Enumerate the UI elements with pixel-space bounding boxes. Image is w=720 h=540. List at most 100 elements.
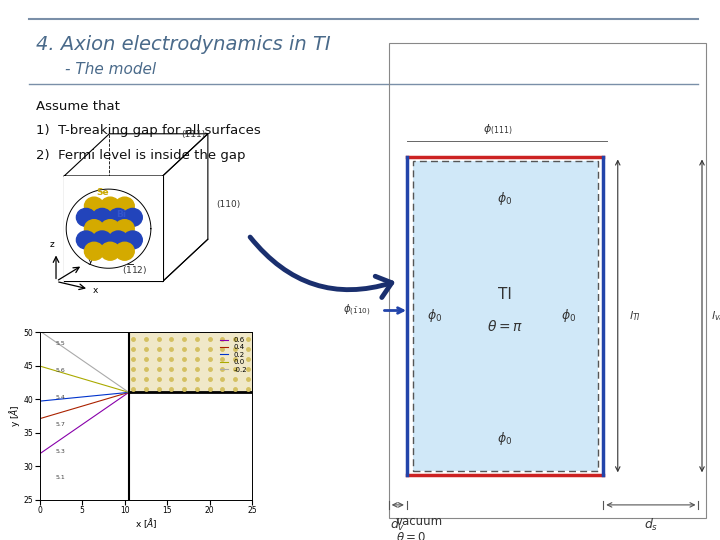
- 0.0: [35, 363, 44, 369]
- -0.2: [65, 348, 73, 354]
- Circle shape: [109, 231, 128, 249]
- Text: $\phi_0$: $\phi_0$: [498, 190, 513, 207]
- Text: - The model: - The model: [65, 62, 156, 77]
- 0.6: [71, 426, 79, 433]
- 0.6: [97, 408, 106, 415]
- 0.2: [109, 390, 117, 397]
- 0.4: [86, 401, 94, 407]
- 0.6: [109, 400, 117, 406]
- -0.2: [97, 370, 106, 376]
- 0.0: [125, 389, 133, 396]
- 0.0: [71, 373, 79, 380]
- Circle shape: [76, 231, 96, 249]
- -0.2: [125, 389, 133, 396]
- Text: 5.1: 5.1: [56, 475, 66, 481]
- FancyArrowPatch shape: [250, 237, 392, 298]
- Text: z: z: [50, 240, 54, 249]
- Line: 0.6: 0.6: [40, 393, 129, 454]
- Circle shape: [84, 197, 104, 215]
- 0.6: [35, 451, 44, 457]
- 0.6: [65, 430, 73, 437]
- Bar: [129, 332, 252, 393]
- 0.0: [65, 372, 73, 378]
- Text: y: y: [89, 256, 94, 265]
- 0.2: [35, 398, 44, 404]
- Line: 0.0: 0.0: [40, 366, 129, 393]
- Text: $l_{TI}$: $l_{TI}$: [629, 309, 641, 323]
- Text: 4. Axion electrodynamics in TI: 4. Axion electrodynamics in TI: [36, 35, 330, 54]
- Text: $\phi_0$: $\phi_0$: [498, 430, 513, 447]
- Text: $\phi_0$: $\phi_0$: [426, 307, 442, 325]
- -0.2: [86, 362, 94, 369]
- 0.4: [71, 405, 79, 411]
- Circle shape: [76, 208, 96, 226]
- Circle shape: [115, 242, 134, 260]
- Text: 5.3: 5.3: [56, 449, 66, 454]
- 0.0: [109, 384, 117, 391]
- Polygon shape: [64, 176, 163, 281]
- 0.6: [86, 416, 94, 422]
- Text: Assume that: Assume that: [36, 100, 120, 113]
- 0.2: [97, 392, 106, 399]
- Text: 2)  Fermi level is inside the gap: 2) Fermi level is inside the gap: [36, 148, 246, 161]
- Text: $\theta = 0$: $\theta = 0$: [396, 531, 426, 540]
- 0.4: [109, 394, 117, 400]
- Text: 5.4: 5.4: [56, 395, 66, 400]
- Circle shape: [115, 220, 134, 238]
- 0.0: [97, 381, 106, 388]
- 0.2: [86, 393, 94, 400]
- 0.2: [71, 394, 79, 401]
- Text: 1)  T-breaking gap for all surfaces: 1) T-breaking gap for all surfaces: [36, 124, 261, 137]
- Circle shape: [92, 231, 112, 249]
- 0.2: [82, 393, 91, 400]
- 0.4: [82, 402, 91, 408]
- 0.6: [125, 389, 133, 396]
- 0.4: [125, 389, 133, 396]
- 0.2: [65, 395, 73, 402]
- 0.2: [125, 389, 133, 396]
- 0.0: [82, 376, 91, 383]
- -0.2: [82, 360, 91, 366]
- Circle shape: [115, 197, 134, 215]
- Text: $l_{vac}$: $l_{vac}$: [711, 309, 720, 323]
- Text: $\theta = \pi$: $\theta = \pi$: [487, 319, 523, 334]
- Line: 0.4: 0.4: [40, 393, 129, 418]
- Text: 5.5: 5.5: [56, 341, 66, 347]
- Text: $(\overline{1}12)$: $(\overline{1}12)$: [122, 262, 148, 276]
- Line: -0.2: -0.2: [40, 331, 129, 393]
- Circle shape: [84, 242, 104, 260]
- Text: (110): (110): [216, 200, 240, 208]
- Text: $\phi_{(\bar{1}10)}$: $\phi_{(\bar{1}10)}$: [343, 303, 370, 318]
- Text: TI: TI: [498, 287, 512, 302]
- Text: $\phi_{(111)}$: $\phi_{(111)}$: [483, 123, 513, 137]
- Text: Bi: Bi: [116, 210, 126, 219]
- 0.4: [35, 415, 44, 422]
- Y-axis label: y $[\AA]$: y $[\AA]$: [7, 404, 22, 427]
- Circle shape: [101, 220, 120, 238]
- Circle shape: [101, 197, 120, 215]
- Bar: [413, 161, 598, 471]
- Circle shape: [84, 220, 104, 238]
- 0.4: [97, 397, 106, 404]
- Circle shape: [123, 208, 143, 226]
- Text: vacuum: vacuum: [396, 515, 443, 528]
- Polygon shape: [66, 189, 151, 268]
- Text: $d_v$: $d_v$: [390, 517, 405, 534]
- 0.6: [82, 418, 91, 425]
- Legend: 0.6, 0.4, 0.2, 0.0, -0.2: 0.6, 0.4, 0.2, 0.0, -0.2: [218, 335, 248, 374]
- Bar: [413, 161, 598, 471]
- 0.4: [65, 407, 73, 413]
- Text: $\phi_0$: $\phi_0$: [561, 307, 577, 325]
- Text: Se: Se: [96, 188, 109, 197]
- Circle shape: [123, 231, 143, 249]
- Circle shape: [101, 242, 120, 260]
- Text: 5.6: 5.6: [56, 368, 66, 373]
- 0.0: [86, 377, 94, 384]
- -0.2: [71, 352, 79, 359]
- Bar: [389, 43, 706, 518]
- Text: $d_s$: $d_s$: [644, 517, 658, 534]
- -0.2: [35, 328, 44, 334]
- Text: (111): (111): [181, 130, 205, 139]
- Line: 0.2: 0.2: [40, 393, 129, 401]
- X-axis label: x $[\AA]$: x $[\AA]$: [135, 516, 157, 530]
